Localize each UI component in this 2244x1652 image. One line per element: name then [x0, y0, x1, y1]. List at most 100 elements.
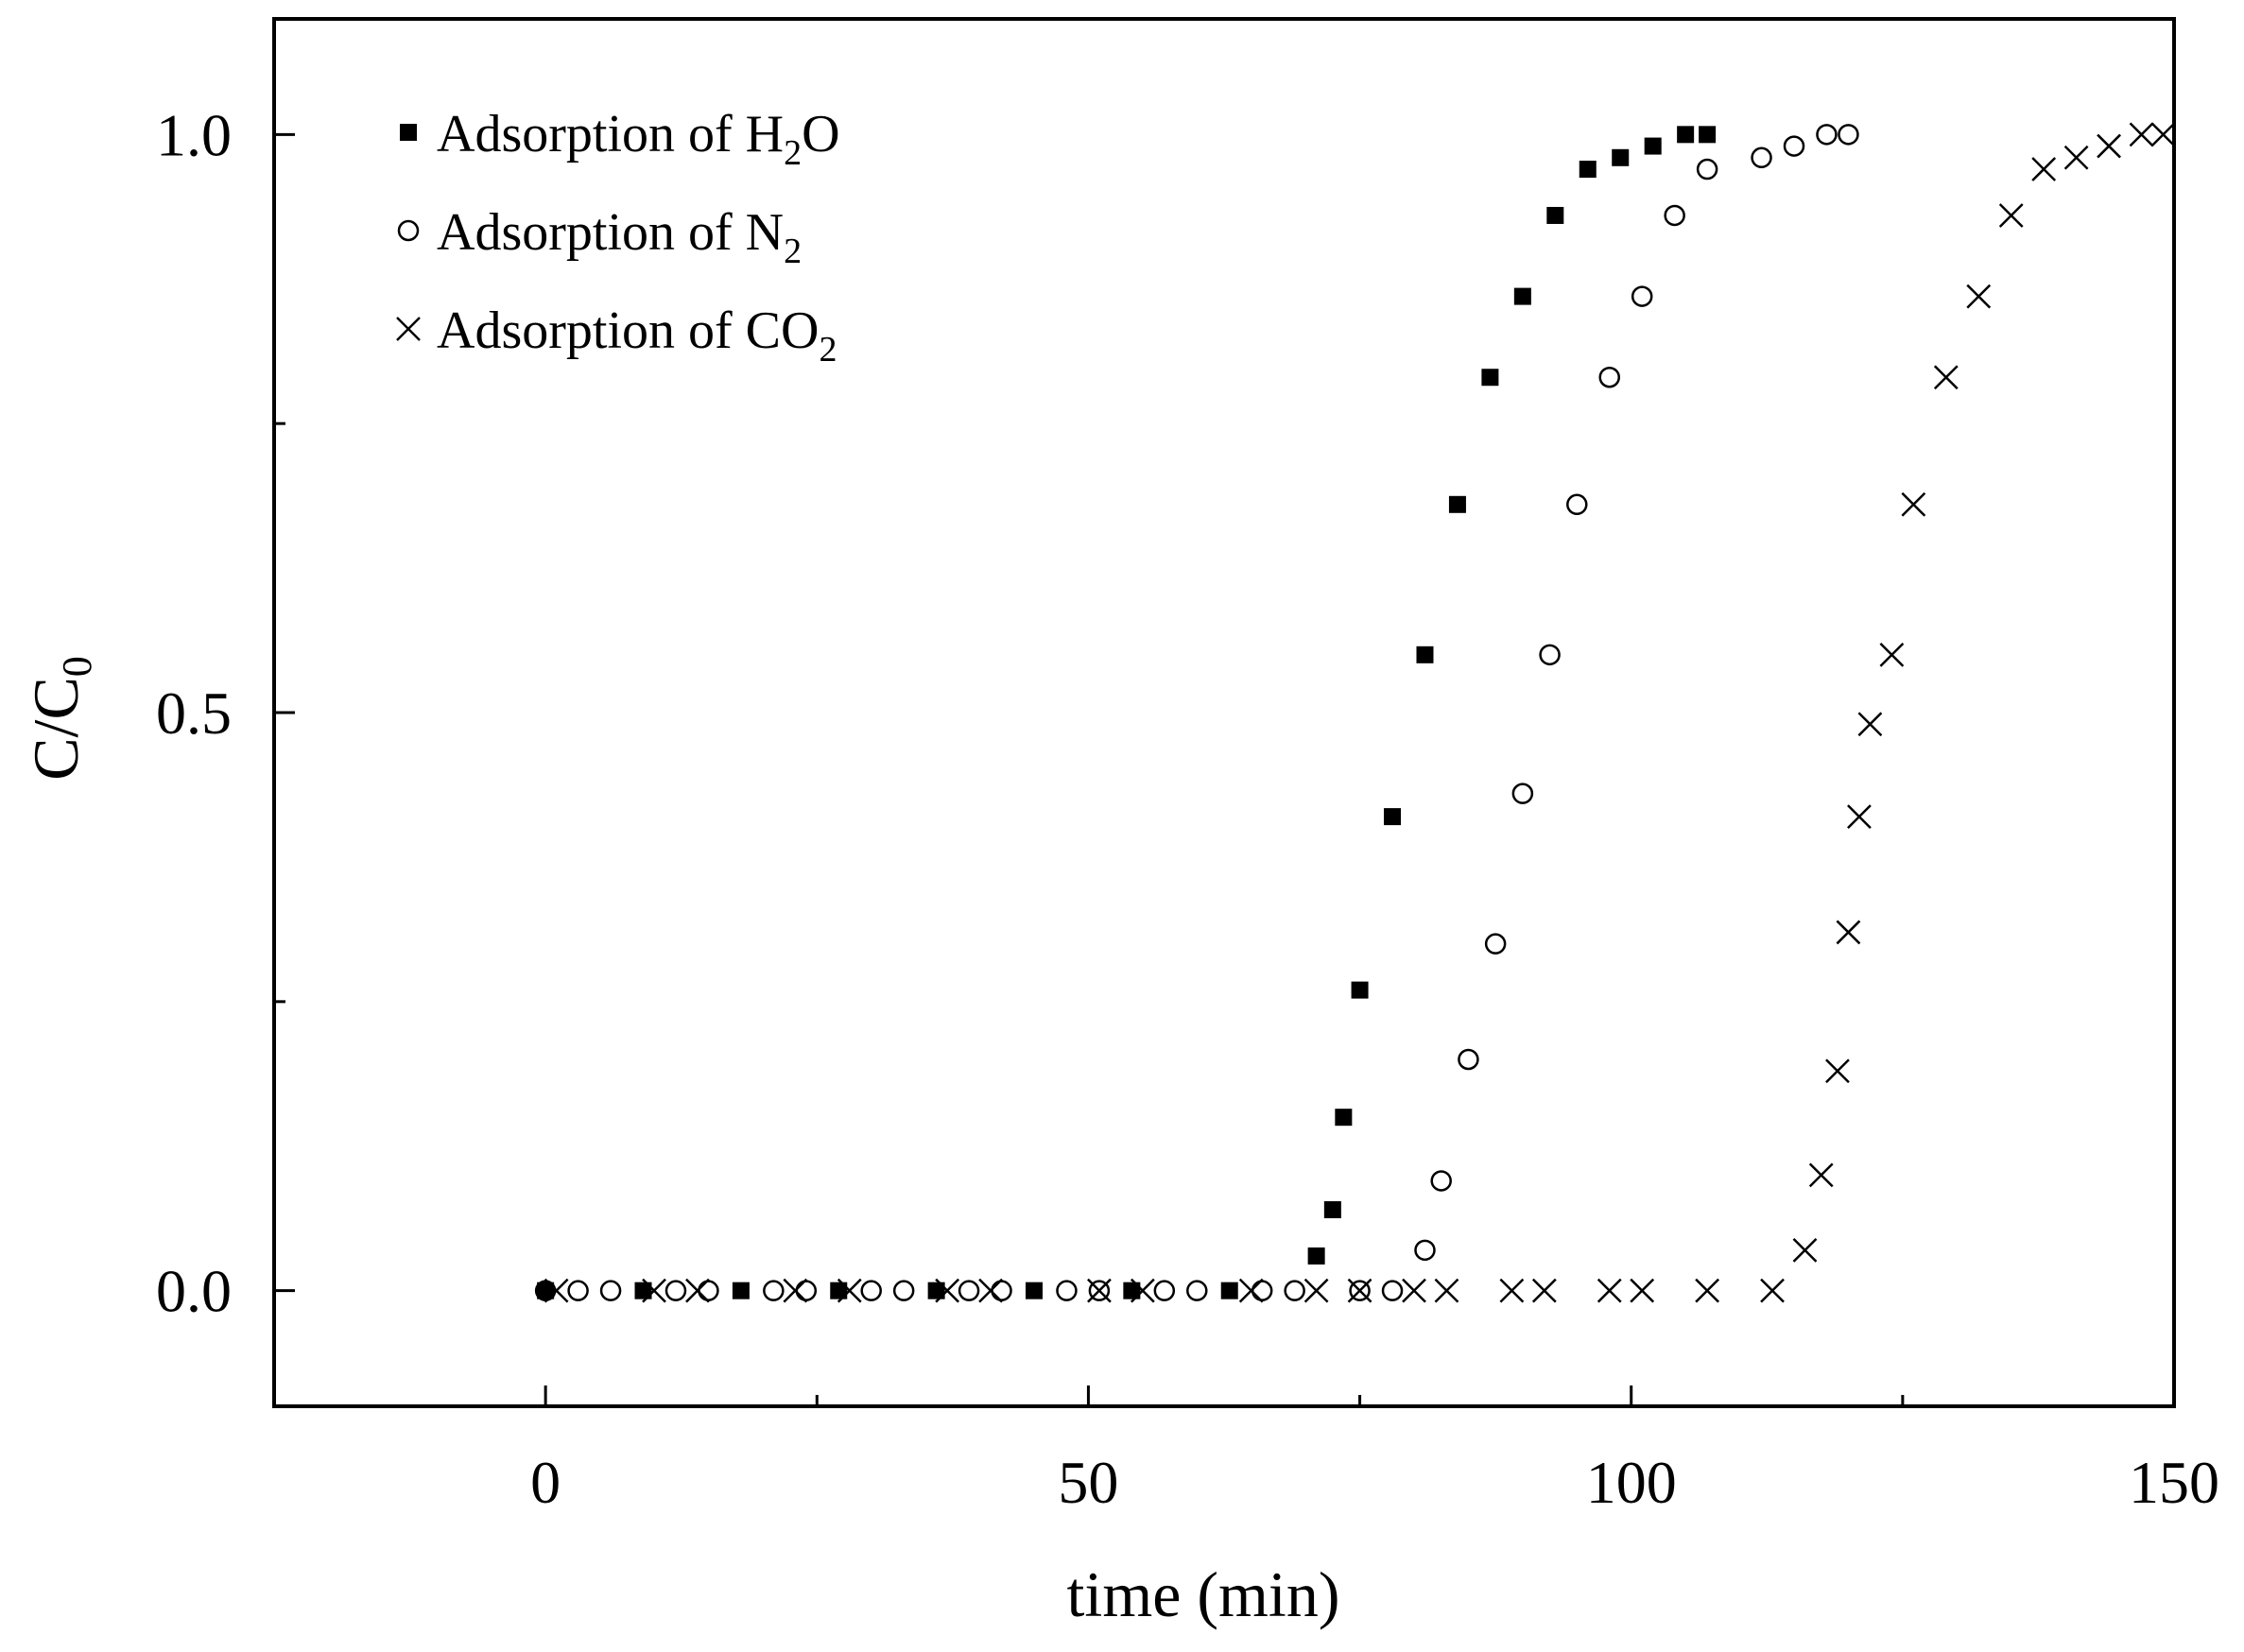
- data-point: [665, 1280, 687, 1301]
- data-point: [537, 1282, 555, 1299]
- data-point: [1998, 203, 2024, 228]
- data-point: [1808, 1162, 1834, 1188]
- legend-label-text: Adsorption of N: [437, 203, 784, 262]
- legend-label-text: Adsorption of H: [437, 105, 784, 163]
- data-point: [1631, 285, 1653, 307]
- data-point: [1088, 1280, 1111, 1301]
- data-point: [1699, 126, 1717, 144]
- data-point: [1664, 204, 1685, 227]
- data-point: [837, 1278, 862, 1303]
- data-point: [763, 1280, 785, 1301]
- data-point: [1414, 1239, 1436, 1262]
- data-point: [1349, 1280, 1371, 1301]
- data-point: [1511, 783, 1534, 804]
- data-point: [1847, 804, 1872, 829]
- data-point: [1630, 1278, 1655, 1303]
- y-tick-label: 0.5: [156, 680, 232, 747]
- data-point: [958, 1280, 980, 1301]
- data-point: [1792, 1237, 1818, 1263]
- legend-label-suffix: O: [802, 105, 839, 163]
- data-point: [1838, 124, 1859, 146]
- data-point: [1751, 146, 1772, 169]
- data-point: [1857, 712, 1883, 737]
- data-point: [795, 1280, 818, 1301]
- data-point: [1351, 981, 1369, 999]
- data-point: [1966, 284, 1992, 309]
- data-point: [1612, 148, 1630, 166]
- data-point: [1347, 1278, 1372, 1303]
- legend-label-subscript: 2: [784, 133, 802, 173]
- data-point: [634, 1282, 652, 1299]
- data-point: [1598, 366, 1620, 388]
- data-point: [1251, 1280, 1273, 1301]
- legend-marker: [400, 124, 417, 141]
- data-point: [830, 1282, 848, 1299]
- data-point: [544, 1278, 569, 1303]
- data-point: [1087, 1278, 1112, 1303]
- data-point: [783, 1278, 808, 1303]
- data-point: [1825, 1058, 1850, 1084]
- y-tick-label: 1.0: [156, 101, 232, 168]
- data-point: [1303, 1278, 1329, 1303]
- x-tick-label: 150: [2129, 1449, 2219, 1516]
- data-point: [1026, 1282, 1043, 1299]
- data-point: [2129, 122, 2154, 147]
- legend-marker: [397, 219, 420, 242]
- data-point: [1539, 644, 1561, 666]
- data-point: [1402, 1278, 1426, 1303]
- series-2: [534, 124, 1859, 1301]
- data-point: [685, 1278, 710, 1303]
- legend-label-subscript: 2: [784, 232, 802, 271]
- legend-label-subscript: 2: [819, 330, 837, 370]
- data-point: [1153, 1280, 1176, 1301]
- data-series: [534, 122, 2176, 1303]
- data-point: [991, 1280, 1012, 1301]
- data-point: [1307, 1247, 1325, 1265]
- data-point: [1901, 491, 1926, 517]
- legend-label: Adsorption of N2: [437, 203, 802, 271]
- data-point: [1816, 124, 1838, 146]
- series-3: [544, 122, 2176, 1303]
- data-point: [1056, 1280, 1078, 1301]
- data-point: [1644, 137, 1662, 155]
- data-point: [567, 1280, 589, 1301]
- data-point: [1783, 135, 1805, 157]
- data-point: [1566, 493, 1588, 516]
- legend-label: Adsorption of CO2: [437, 301, 837, 370]
- data-point: [1879, 642, 1905, 667]
- data-point: [2150, 122, 2176, 147]
- data-point: [1499, 1278, 1525, 1303]
- data-point: [1933, 365, 1959, 390]
- data-point: [1381, 1280, 1404, 1301]
- y-axis-title-sub: 0: [54, 656, 100, 677]
- data-point: [1531, 1278, 1557, 1303]
- data-point: [1760, 1278, 1785, 1303]
- x-tick-label: 100: [1586, 1449, 1677, 1516]
- legend-label-text: Adsorption of CO: [437, 301, 819, 360]
- data-point: [892, 1280, 915, 1301]
- x-tick-label: 0: [530, 1449, 561, 1516]
- data-point: [1416, 645, 1434, 663]
- data-point: [2031, 157, 2057, 181]
- data-point: [1448, 495, 1466, 513]
- data-point: [1677, 126, 1695, 144]
- y-axis-title: C/C0: [20, 656, 100, 781]
- data-point: [927, 1282, 945, 1299]
- data-point: [2063, 145, 2089, 170]
- data-point: [1123, 1282, 1141, 1299]
- data-point: [1597, 1278, 1622, 1303]
- data-point: [1546, 206, 1564, 224]
- data-point: [1434, 1278, 1459, 1303]
- data-point: [1284, 1280, 1305, 1301]
- data-point: [1238, 1278, 1264, 1303]
- axis-ticks: [274, 132, 2176, 1406]
- x-axis-title: time (min): [1067, 1558, 1340, 1630]
- legend-marker: [396, 317, 421, 341]
- data-point: [642, 1278, 666, 1303]
- data-point: [1513, 287, 1531, 305]
- x-tick-label: 50: [1058, 1449, 1118, 1516]
- data-point: [1458, 1048, 1479, 1071]
- data-point: [1220, 1282, 1238, 1299]
